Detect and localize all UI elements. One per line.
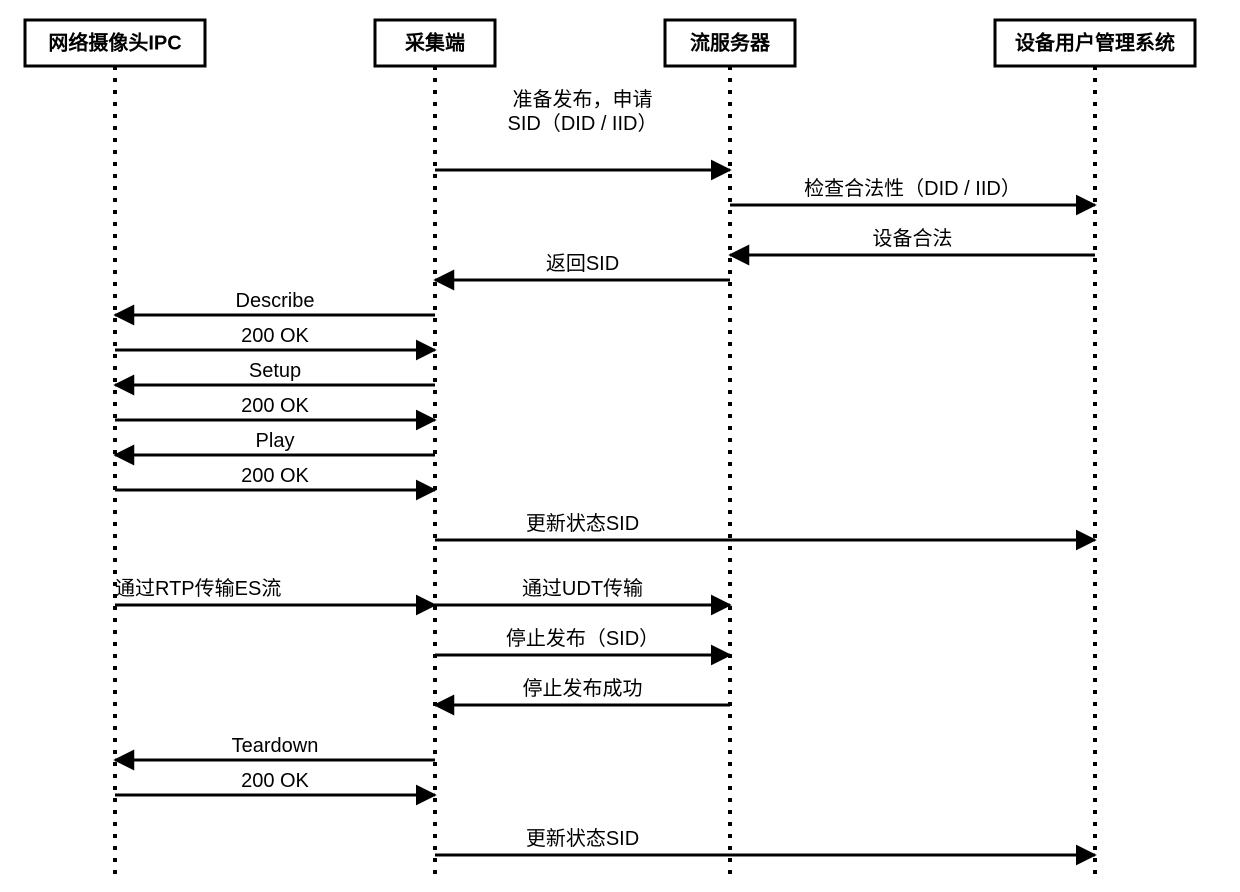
message-16: 200 OK [115,770,435,795]
message-15: Teardown [115,735,435,760]
message-12: 通过UDT传输 [435,577,730,605]
message-label: 检查合法性（DID / IID） [804,177,1021,200]
message-11: 通过RTP传输ES流 [115,577,435,605]
message-17: 更新状态SID [435,827,1095,855]
message-label: SID（DID / IID） [507,112,657,135]
message-2: 设备合法 [730,227,1095,255]
message-0: 准备发布，申请SID（DID / IID） [435,88,730,170]
actor-collect: 采集端 [375,20,495,66]
message-6: Setup [115,360,435,385]
actor-mgmt: 设备用户管理系统 [995,20,1195,66]
message-label: Setup [249,360,301,382]
message-7: 200 OK [115,395,435,420]
message-label: 通过UDT传输 [522,577,643,600]
message-label: 停止发布成功 [523,677,643,700]
message-label: 更新状态SID [526,512,639,535]
message-14: 停止发布成功 [435,677,730,705]
message-label: 设备合法 [873,227,953,250]
actor-label: 采集端 [405,30,465,54]
actor-label: 设备用户管理系统 [1015,30,1175,54]
sequence-diagram: 网络摄像头IPC 采集端 流服务器 设备用户管理系统准备发布，申请SID（DID / … [0,0,1240,892]
message-label: 停止发布（SID） [506,627,659,650]
message-label: 返回SID [546,252,619,275]
message-label: 200 OK [241,770,309,792]
message-10: 更新状态SID [435,512,1095,540]
message-1: 检查合法性（DID / IID） [730,177,1095,205]
actor-stream: 流服务器 [665,20,795,66]
actor-ipc: 网络摄像头IPC [25,20,205,66]
message-label: 通过RTP传输ES流 [115,577,281,600]
message-label: 更新状态SID [526,827,639,850]
message-5: 200 OK [115,325,435,350]
message-9: 200 OK [115,465,435,490]
message-label: Describe [236,290,315,312]
message-label: 200 OK [241,325,309,347]
message-3: 返回SID [435,252,730,280]
message-label: 200 OK [241,465,309,487]
message-13: 停止发布（SID） [435,627,730,655]
message-4: Describe [115,290,435,315]
message-label: 200 OK [241,395,309,417]
actor-label: 网络摄像头IPC [48,30,181,54]
message-label: Teardown [232,735,319,757]
message-label: 准备发布，申请 [513,88,653,111]
actor-label: 流服务器 [690,30,771,54]
message-8: Play [115,430,435,455]
message-label: Play [256,430,295,452]
